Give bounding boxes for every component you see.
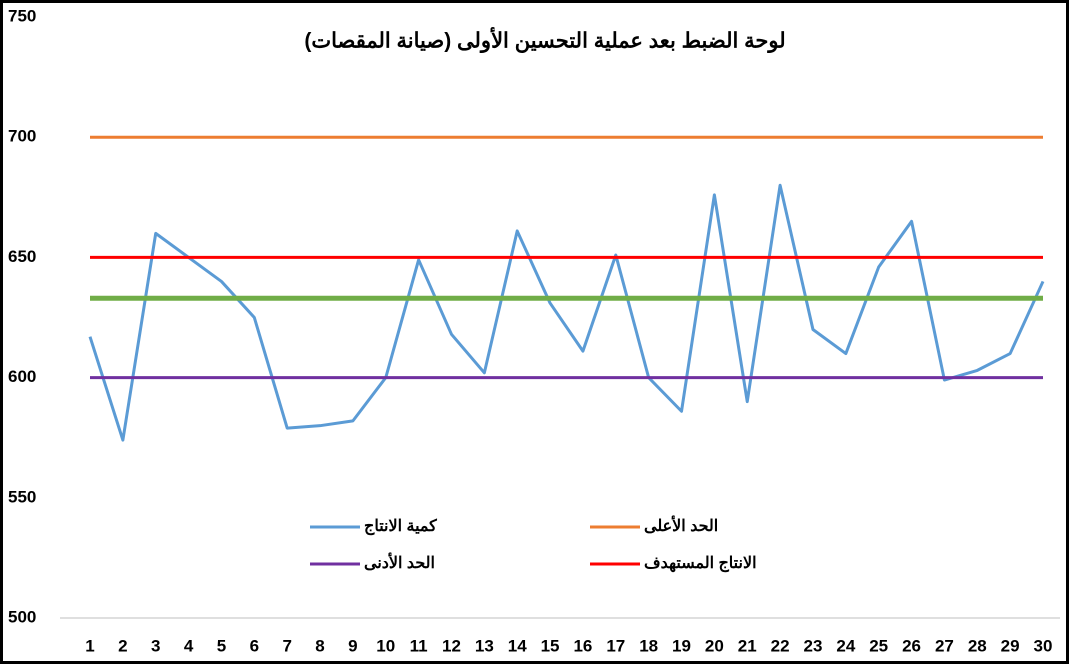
x-tick-label: 20 [705, 636, 724, 655]
x-tick-label: 11 [410, 636, 428, 655]
x-tick-label: 8 [315, 636, 324, 655]
x-tick-label: 6 [250, 636, 259, 655]
legend-label: الحد الأعلى [644, 515, 718, 535]
x-tick-label: 25 [869, 636, 888, 655]
y-tick-label: 550 [8, 487, 36, 506]
series-line [88, 183, 1045, 442]
x-tick-label: 24 [836, 636, 855, 655]
x-tick-label: 9 [348, 636, 357, 655]
x-tick-label: 22 [771, 636, 790, 655]
x-tick-label: 30 [1034, 636, 1053, 655]
x-tick-label: 2 [118, 636, 127, 655]
x-tick-label: 17 [606, 636, 625, 655]
x-tick-label: 16 [573, 636, 592, 655]
legend-label: الانتاج المستهدف [644, 555, 757, 573]
x-tick-label: 29 [1001, 636, 1020, 655]
x-tick-label: 12 [442, 636, 461, 655]
x-tick-label: 23 [804, 636, 823, 655]
x-tick-label: 19 [672, 636, 691, 655]
legend-label: الحد الأدنى [364, 552, 435, 572]
x-tick-label: 15 [541, 636, 560, 655]
chart-title: لوحة الضبط بعد عملية التحسين الأولى (صيا… [304, 27, 785, 54]
y-tick-label: 650 [8, 247, 36, 266]
y-tick-label: 500 [8, 607, 36, 626]
x-tick-label: 3 [151, 636, 160, 655]
x-tick-label: 1 [85, 636, 94, 655]
x-tick-label: 14 [508, 636, 527, 655]
x-tick-label: 5 [217, 636, 226, 655]
legend-label: كمية الانتاج [364, 518, 437, 536]
y-tick-label: 600 [8, 367, 36, 386]
x-tick-label: 18 [639, 636, 658, 655]
y-tick-label: 750 [8, 6, 36, 25]
x-tick-label: 10 [376, 636, 395, 655]
x-tick-label: 7 [282, 636, 291, 655]
x-tick-label: 28 [968, 636, 987, 655]
y-tick-label: 700 [8, 127, 36, 146]
x-tick-label: 21 [738, 636, 757, 655]
x-tick-label: 4 [184, 636, 194, 655]
x-tick-label: 13 [475, 636, 494, 655]
x-tick-label: 27 [935, 636, 954, 655]
x-tick-label: 26 [902, 636, 921, 655]
